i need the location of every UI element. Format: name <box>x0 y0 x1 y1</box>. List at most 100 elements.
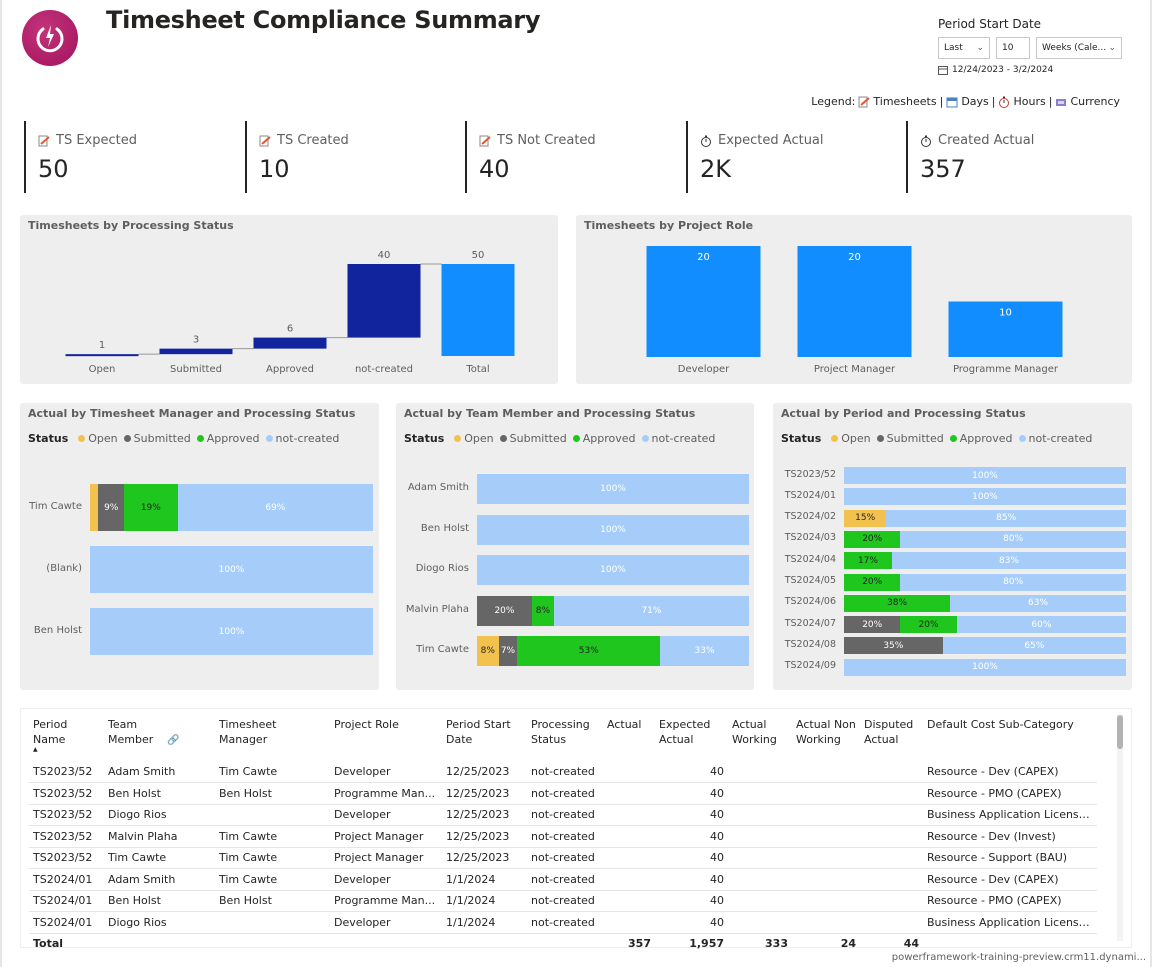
table-cell: 12/25/2023 <box>442 847 527 869</box>
legend-not-created: not-created <box>275 432 340 445</box>
period-slicer: Period Start Date Last ⌄ 10 Weeks (Cale.… <box>938 17 1138 75</box>
table-cell <box>792 847 860 869</box>
table-row[interactable]: TS2024/01 Diogo Rios Developer 1/1/2024 not-… <box>29 911 1097 934</box>
column-header[interactable]: Actual Working <box>732 718 777 746</box>
legend-item-hours: Hours <box>1013 95 1046 108</box>
bar-segment-submitted: 20% <box>844 616 901 634</box>
waterfall-bar <box>441 264 515 356</box>
total-cell: 1,957 <box>655 932 728 953</box>
table-cell: 1/1/2024 <box>442 911 527 934</box>
table-scrollbar[interactable] <box>1117 715 1123 941</box>
table-cell <box>728 825 792 848</box>
kpi-value: 10 <box>259 155 290 183</box>
role-bar <box>948 301 1063 357</box>
column-header[interactable]: Actual <box>607 718 642 731</box>
category-label: TS2024/09 <box>784 660 836 672</box>
open-dot <box>454 435 462 442</box>
table-cell: 1/1/2024 <box>442 890 527 912</box>
not-created-dot <box>641 435 649 442</box>
waterfall-chart: 1 Open 3 Submitted 6 Approved 40 not-created 50 T… <box>65 250 515 375</box>
timesheet-icon <box>259 135 271 146</box>
approved-dot <box>949 435 957 442</box>
column-header[interactable]: Team Member 🔗 <box>108 718 180 746</box>
column-header[interactable]: Expected Actual <box>659 718 711 746</box>
panel-manager-status: Actual by Timesheet Manager and Processi… <box>20 403 379 690</box>
legend-submitted: Submitted <box>133 432 191 445</box>
table-cell <box>860 868 923 891</box>
approved-dot <box>196 435 204 442</box>
table-cell: 12/25/2023 <box>442 761 527 783</box>
legend-open: Open <box>841 432 871 445</box>
chart-title: Timesheets by Project Role <box>584 219 754 232</box>
period-count-input[interactable]: 10 <box>996 37 1030 59</box>
kpi-label: Expected Actual <box>718 133 824 148</box>
bar-segment-not-created: 71% <box>553 595 749 626</box>
stopwatch-icon <box>701 135 711 147</box>
column-header[interactable]: Period Start Date <box>446 718 511 746</box>
column-header[interactable]: Disputed Actual <box>864 718 914 746</box>
waterfall-bar <box>65 354 139 357</box>
column-header[interactable]: Timesheet Manager <box>219 718 277 746</box>
table-cell: Developer <box>330 804 442 826</box>
column-header[interactable]: Actual Non Working <box>796 718 856 746</box>
legend-open: Open <box>464 432 494 445</box>
submitted-dot <box>499 435 507 442</box>
table-row[interactable]: TS2023/52 Diogo Rios Developer 12/25/2023 no… <box>29 804 1097 826</box>
period-unit-dropdown[interactable]: Weeks (Cale... ⌄ <box>1036 37 1122 59</box>
table-cell: TS2023/52 <box>29 782 104 805</box>
legend-separator: | <box>991 95 996 108</box>
chart-title: Actual by Timesheet Manager and Processi… <box>28 407 356 420</box>
category-label: TS2024/04 <box>784 553 836 565</box>
total-cell <box>527 932 603 953</box>
table-row[interactable]: TS2023/52 Malvin Plaha Tim Cawte Project Ma… <box>29 825 1097 848</box>
waterfall-bar <box>347 264 421 338</box>
total-cell: 44 <box>860 932 923 953</box>
table-row[interactable]: TS2023/52 Ben Holst Ben Holst Programme Man… <box>29 782 1097 805</box>
table-cell: 40 <box>655 825 728 848</box>
table-cell: 40 <box>655 804 728 826</box>
bar-segment-approved: 20% <box>900 616 957 634</box>
table-cell: Tim Cawte <box>215 761 330 783</box>
table-cell <box>860 825 923 848</box>
period-range: 12/24/2023 - 3/2/2024 <box>938 65 1138 75</box>
legend-prefix: Legend: <box>811 95 856 108</box>
data-label: 20 <box>848 252 861 263</box>
table-cell: 1/1/2024 <box>442 868 527 891</box>
category-label: Ben Holst <box>420 522 469 534</box>
data-label: 50 <box>472 250 485 261</box>
period-label: Period Start Date <box>938 17 1042 31</box>
table-cell: TS2024/01 <box>29 868 104 891</box>
bar-segment-not-created: 100% <box>477 474 749 504</box>
table-cell: TS2023/52 <box>29 825 104 848</box>
table-row[interactable]: TS2023/52 Adam Smith Tim Cawte Developer 12/… <box>29 761 1097 783</box>
status-legend: Status Open Submitted Approved not-creat… <box>28 432 339 445</box>
table-row[interactable]: TS2024/01 Adam Smith Tim Cawte Developer 1/1… <box>29 868 1097 891</box>
column-header[interactable]: Default Cost Sub-Category <box>927 718 1074 731</box>
relative-value: Last <box>944 43 963 53</box>
total-cell: Total <box>29 932 104 953</box>
table-cell <box>860 890 923 912</box>
column-header[interactable]: Processing Status <box>531 718 590 746</box>
relative-dropdown[interactable]: Last ⌄ <box>938 37 990 59</box>
column-header[interactable]: Period Name ▲ <box>29 717 104 761</box>
open-dot <box>78 435 86 442</box>
table-cell <box>728 804 792 826</box>
data-label: 6 <box>287 324 293 335</box>
table-cell <box>728 890 792 912</box>
table-cell: not-created <box>527 761 603 783</box>
table-row[interactable]: TS2024/01 Ben Holst Ben Holst Programme Man… <box>29 890 1097 912</box>
details-table-panel: Period Name ▲ Team Member 🔗 Timesheet Manage… <box>20 708 1132 953</box>
kpi-value: 40 <box>479 155 510 183</box>
chevron-down-icon: ⌄ <box>1108 43 1116 53</box>
table-cell: Developer <box>330 868 442 891</box>
table-cell: TS2023/52 <box>29 804 104 826</box>
scrollbar-thumb[interactable] <box>1117 715 1123 749</box>
period-unit-value: Weeks (Cale... <box>1042 43 1107 53</box>
table-row[interactable]: TS2023/52 Tim Cawte Tim Cawte Project Manag… <box>29 847 1097 869</box>
table-cell: not-created <box>527 868 603 891</box>
table-cell <box>603 804 655 826</box>
open-dot <box>831 435 839 442</box>
kpi-value: 50 <box>38 155 69 183</box>
icon-legend: Legend: Timesheets | Days | Hours | Curr… <box>811 95 1120 108</box>
column-header[interactable]: Project Role <box>334 718 399 731</box>
